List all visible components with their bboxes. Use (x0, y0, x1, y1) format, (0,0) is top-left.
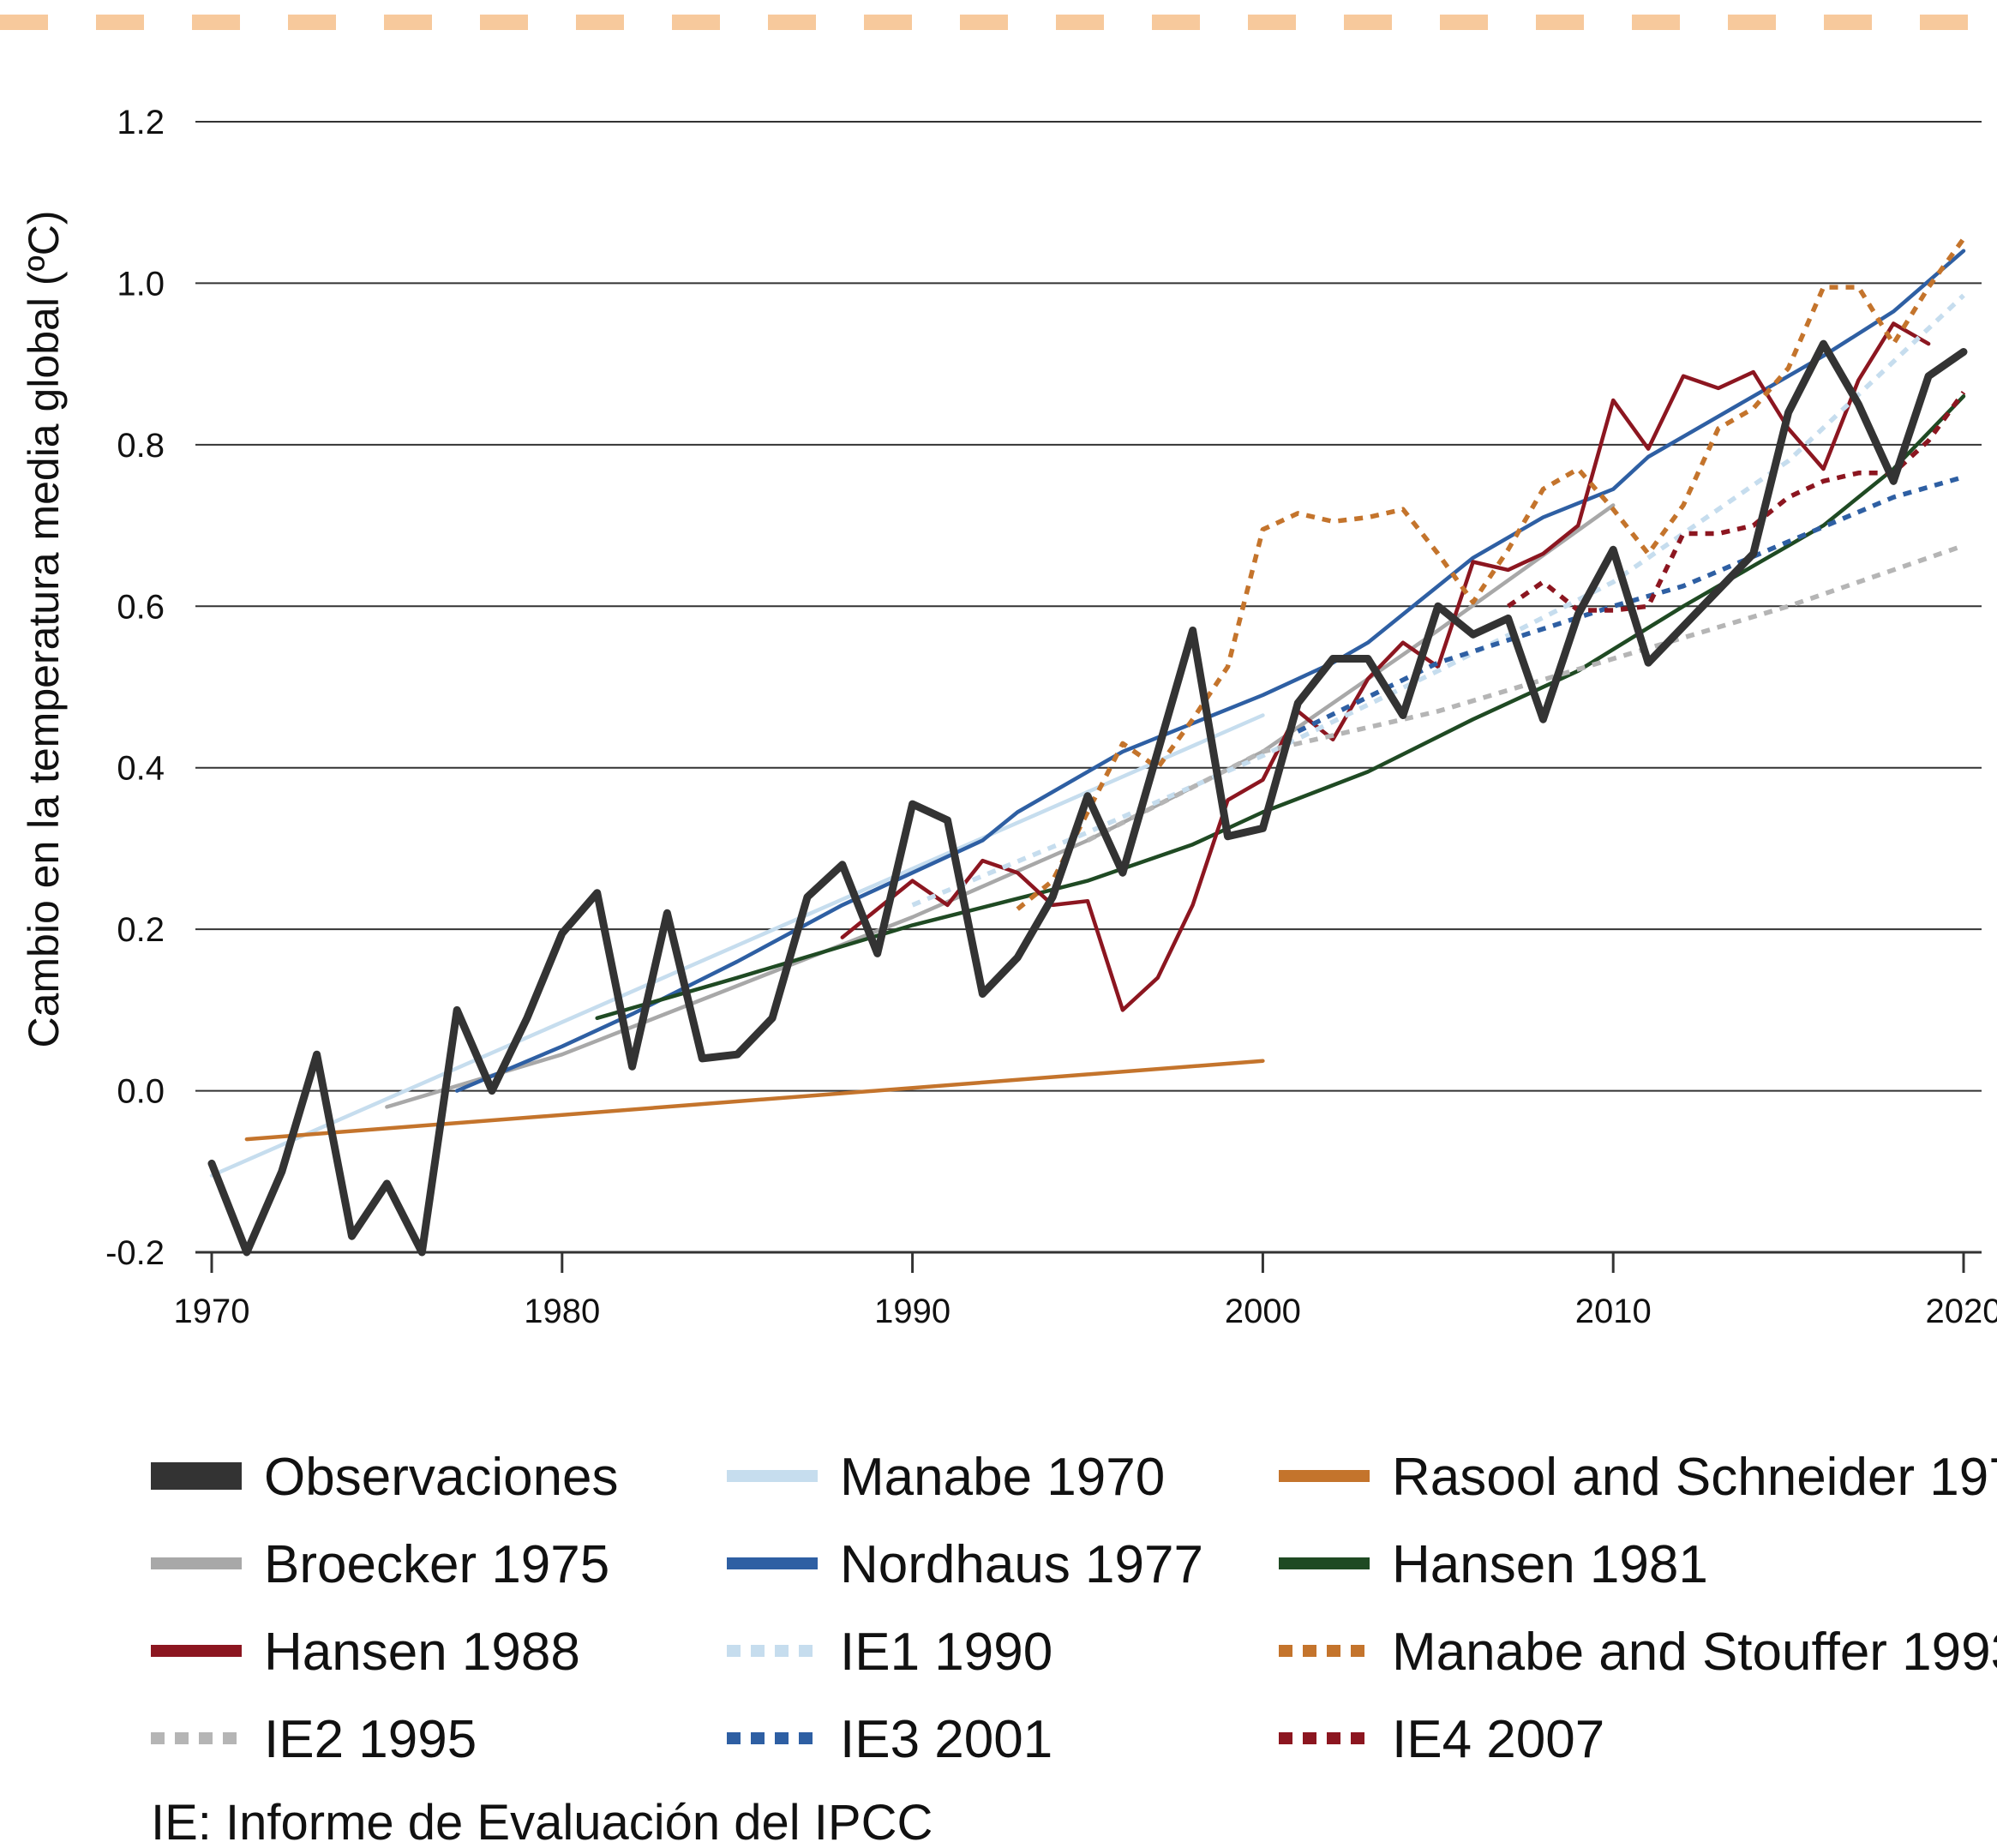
legend: Observaciones Manabe 1970 Rasool and Schne… (151, 1448, 1997, 1769)
series-lines (207, 237, 1968, 1257)
legend-label-ie1-1990: IE1 1990 (840, 1623, 1052, 1682)
series-line-broecker-1975 (385, 503, 1616, 1109)
legend-label-hansen-1988: Hansen 1988 (264, 1623, 580, 1682)
y-tick-label: 1.0 (117, 265, 165, 303)
x-tick-label: 2020 (1926, 1293, 1997, 1330)
footnote: IE: Informe de Evaluación del IPCC (151, 1795, 933, 1848)
y-tick-label: 0.8 (117, 427, 165, 465)
series-line-manabe-and-stouffer-1993 (1016, 237, 1966, 911)
y-tick-label: 0.2 (117, 911, 165, 949)
x-tick-label: 1980 (524, 1293, 600, 1330)
x-tick-label: 2010 (1575, 1293, 1652, 1330)
series-line-rasool-and-schneider-1971 (244, 1059, 1265, 1142)
series-line-hansen-1981 (595, 394, 1966, 1021)
series-line-ie3-2001 (1297, 474, 1964, 734)
series-line-nordhaus-1977 (454, 249, 1966, 1093)
legend-label-broecker-1975: Broecker 1975 (264, 1535, 609, 1594)
legend-label-manabe-1970: Manabe 1970 (840, 1448, 1165, 1507)
series-line-ie1-1990 (911, 293, 1965, 908)
series-line-hansen-1988 (840, 321, 1931, 1012)
y-tick-label: 0.6 (117, 588, 165, 626)
x-axis: 1970 1980 1990 2000 2010 2020 (174, 1251, 1997, 1330)
legend-label-ie3-2001: IE3 2001 (840, 1710, 1052, 1769)
y-tick-label: 1.2 (117, 104, 165, 141)
legend-label-ie4-2007: IE4 2007 (1392, 1710, 1604, 1769)
legend-label-rasool-and-schneider-1971: Rasool and Schneider 1971 (1392, 1448, 1997, 1507)
x-tick-label: 1990 (874, 1293, 951, 1330)
legend-label-nordhaus-1977: Nordhaus 1977 (840, 1535, 1203, 1594)
y-tick-label: 0.4 (117, 750, 165, 788)
y-axis-ticks: 1.2 1.0 0.8 0.6 0.4 0.2 0.0 -0.2 (105, 104, 165, 1272)
series-line-ie2-1995 (1086, 543, 1964, 843)
y-tick-label: 0.0 (117, 1073, 165, 1111)
x-tick-label: 1970 (174, 1293, 250, 1330)
x-tick-label: 2000 (1225, 1293, 1301, 1330)
legend-label-manabe-and-stouffer-1993: Manabe and Stouffer 1993 (1392, 1623, 1997, 1682)
y-tick-label: -0.2 (105, 1234, 165, 1272)
legend-label-observaciones: Observaciones (264, 1448, 619, 1507)
series-line-manabe-1970 (209, 713, 1265, 1178)
legend-label-hansen-1981: Hansen 1981 (1392, 1535, 1708, 1594)
legend-label-ie2-1995: IE2 1995 (264, 1710, 477, 1769)
series-line-observaciones (207, 339, 1968, 1257)
y-axis-label: Cambio en la temperatura media global (º… (20, 210, 68, 1047)
